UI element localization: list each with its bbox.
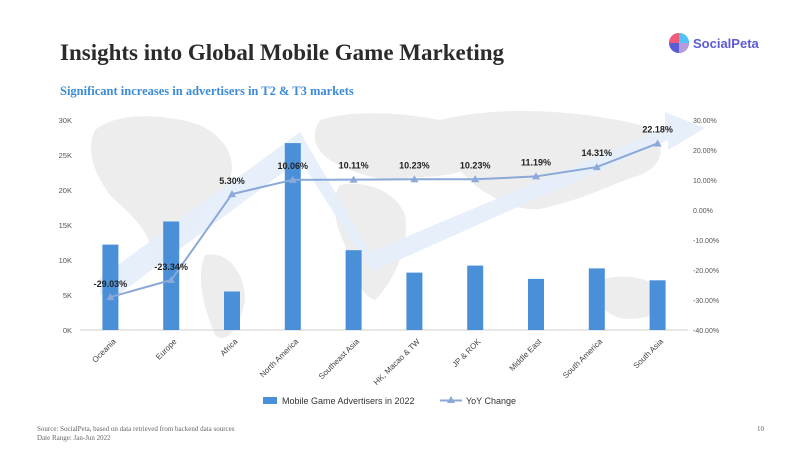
x-tick-label: Europe bbox=[154, 337, 179, 362]
yoy-line bbox=[110, 142, 658, 299]
data-label: 10.23% bbox=[460, 160, 491, 170]
x-tick-label: JP & ROK bbox=[451, 337, 484, 370]
bar bbox=[163, 221, 180, 330]
x-tick-label: Southeast Asia bbox=[317, 337, 361, 381]
y-left-tick-label: 0K bbox=[63, 326, 72, 335]
data-label: 11.19% bbox=[521, 157, 551, 167]
legend-bar-swatch bbox=[263, 397, 277, 404]
page-number: 10 bbox=[757, 425, 764, 433]
yoy-point bbox=[167, 276, 176, 284]
bar bbox=[467, 265, 484, 330]
y-right-tick-label: -10.00% bbox=[693, 238, 719, 245]
bar bbox=[588, 268, 605, 330]
y-right-tick-label: 30.00% bbox=[693, 118, 717, 125]
y-left-tick-label: 20K bbox=[59, 186, 72, 195]
bar bbox=[284, 143, 301, 330]
data-label: 10.11% bbox=[339, 161, 369, 171]
page-subtitle: Significant increases in advertisers in … bbox=[60, 84, 354, 98]
y-left-tick-label: 5K bbox=[63, 291, 72, 300]
y-left-tick-label: 15K bbox=[59, 221, 72, 230]
y-left-tick-label: 25K bbox=[59, 151, 72, 160]
trend-arrow-decoration bbox=[100, 112, 705, 295]
legend-line-marker bbox=[447, 396, 455, 403]
data-label: 10.06% bbox=[278, 161, 309, 171]
yoy-point bbox=[592, 163, 601, 171]
legend-line-label: YoY Change bbox=[466, 396, 516, 406]
yoy-point bbox=[410, 175, 419, 183]
date-range-text: Date Range: Jan-Jun 2022 bbox=[37, 434, 111, 442]
yoy-point bbox=[349, 175, 358, 183]
y-left-tick-label: 30K bbox=[59, 116, 72, 125]
source-text: Source: SocialPeta, based on data retrie… bbox=[37, 425, 235, 433]
yoy-point bbox=[532, 172, 540, 180]
y-right-tick-label: -20.00% bbox=[693, 268, 719, 275]
socialpeta-logo-icon bbox=[669, 33, 689, 53]
x-tick-label: North America bbox=[258, 337, 301, 380]
y-right-tick-label: -30.00% bbox=[693, 298, 719, 305]
x-tick-label: Africa bbox=[219, 337, 240, 358]
data-label: -23.34% bbox=[154, 262, 188, 272]
bar bbox=[528, 278, 544, 330]
yoy-point bbox=[228, 190, 236, 198]
data-label: 5.30% bbox=[219, 176, 245, 186]
data-label: 10.23% bbox=[399, 160, 430, 170]
bar bbox=[649, 280, 666, 330]
data-label: -29.03% bbox=[94, 279, 128, 289]
x-tick-label: South Asia bbox=[632, 337, 666, 371]
y-right-tick-label: 10.00% bbox=[693, 178, 717, 185]
y-right-tick-label: -40.00% bbox=[693, 328, 719, 335]
source-note: Source: SocialPeta, based on data retrie… bbox=[37, 425, 234, 443]
yoy-point bbox=[653, 139, 662, 147]
bar bbox=[406, 272, 423, 330]
data-label: 14.31% bbox=[582, 148, 613, 158]
yoy-point bbox=[471, 175, 480, 183]
yoy-point bbox=[288, 175, 297, 183]
brand-logo: SocialPeta bbox=[668, 32, 759, 54]
y-left-tick-label: 10K bbox=[59, 256, 72, 265]
x-tick-label: Oceania bbox=[90, 337, 118, 365]
brand-name: SocialPeta bbox=[693, 35, 759, 51]
y-right-tick-label: 0.00% bbox=[693, 208, 713, 215]
x-tick-label: Middle East bbox=[507, 337, 543, 373]
yoy-point bbox=[106, 293, 115, 301]
y-right-tick-label: 20.00% bbox=[693, 148, 717, 155]
page-title: Insights into Global Mobile Game Marketi… bbox=[60, 40, 505, 65]
bar bbox=[224, 291, 240, 330]
bar bbox=[345, 250, 362, 330]
bar bbox=[102, 244, 119, 330]
x-tick-label: South America bbox=[561, 337, 605, 381]
data-label: 22.18% bbox=[642, 124, 673, 134]
legend-bar-label: Mobile Game Advertisers in 2022 bbox=[282, 396, 415, 406]
x-tick-label: HK, Macao & TW bbox=[372, 337, 422, 387]
